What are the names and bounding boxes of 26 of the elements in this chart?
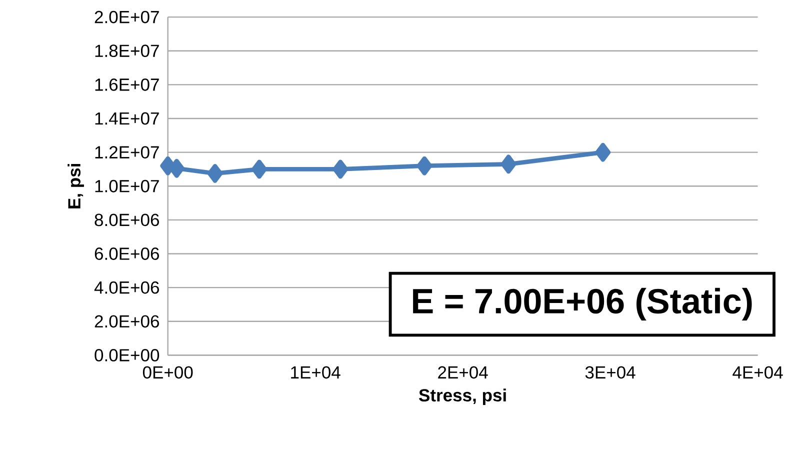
y-tick-label: 1.4E+07: [95, 112, 159, 125]
point: [416, 156, 432, 176]
y-tick-label: 1.2E+07: [95, 146, 159, 158]
x-tick-label: 0E+00: [142, 366, 193, 379]
y-tick-label: 8.0E+06: [94, 214, 159, 226]
point: [332, 160, 348, 179]
x-axis-title: Stress, psi: [419, 388, 506, 405]
x-tick-label: 2E+04: [438, 366, 488, 379]
x-tick-label: 1E+04: [291, 366, 340, 379]
annotation: E = 7.00E+06 (Static): [413, 288, 752, 321]
point: [500, 154, 516, 174]
point: [252, 160, 267, 179]
y-tick-label: 2.0E+06: [94, 315, 159, 328]
y-tick-label: 1.0E+07: [95, 180, 159, 192]
point: [169, 158, 184, 178]
x-tick-label: 4E+04: [732, 366, 783, 379]
y-tick-label: 4.0E+06: [94, 281, 159, 294]
y-axis-title: E, psi: [68, 164, 84, 208]
y-tick-label: 2.0E+07: [94, 10, 159, 24]
y-tick-label: 0.0E+00: [94, 348, 160, 362]
y-tick-label: 1.8E+07: [95, 44, 159, 57]
point: [595, 142, 611, 162]
y-tick-label: 6.0E+06: [94, 248, 159, 260]
y-tick-label: 1.6E+07: [95, 78, 159, 91]
x-tick-label: 3E+04: [585, 366, 636, 379]
point: [207, 164, 223, 183]
